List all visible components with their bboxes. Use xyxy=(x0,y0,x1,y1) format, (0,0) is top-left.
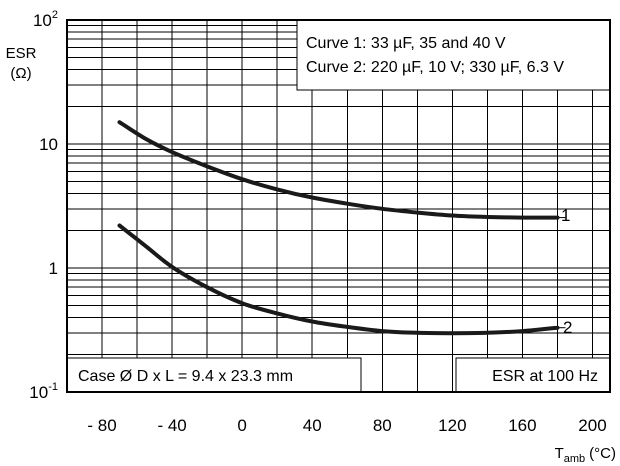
case-box-frame xyxy=(66,357,362,393)
x-tick-label: 0 xyxy=(237,416,246,435)
x-tick-label: 80 xyxy=(373,416,392,435)
y-axis-label: ESR xyxy=(6,45,37,62)
plot-frame xyxy=(66,19,611,393)
x-axis-label: Tamb (°C) xyxy=(555,445,616,465)
x-tick-label: 120 xyxy=(438,416,466,435)
legend-box-frame xyxy=(296,19,611,91)
series-1-line xyxy=(117,120,560,220)
legend-box: Curve 1: 33 µF, 35 and 40 V Curve 2: 220… xyxy=(296,19,611,91)
y-tick-base: 10 xyxy=(29,383,48,402)
case-dimension-note: Case Ø D x L = 9.4 x 23.3 mm xyxy=(78,368,293,385)
curves xyxy=(117,120,566,336)
y-tick-label: 10 xyxy=(39,135,58,154)
curve-2-label: 2 xyxy=(563,318,572,337)
x-tick-label: - 80 xyxy=(87,416,116,435)
y-tick-label: 102 xyxy=(33,9,58,30)
x-axis-label-main: T xyxy=(555,445,564,462)
y-tick-base: 10 xyxy=(33,11,52,30)
series-2-line xyxy=(117,223,560,336)
x-tick-label: 200 xyxy=(578,416,606,435)
x-tick-label: - 40 xyxy=(157,416,186,435)
y-tick-exponent: 2 xyxy=(52,9,58,21)
y-tick-label: 10-1 xyxy=(29,381,58,402)
x-tick-labels: - 80 - 40 0 40 80 120 160 200 xyxy=(87,416,606,435)
frequency-note: ESR at 100 Hz xyxy=(492,368,598,385)
y-axis-unit: (Ω) xyxy=(10,65,31,82)
x-tick-label: 160 xyxy=(508,416,536,435)
curve-1-label: 1 xyxy=(561,206,570,225)
legend-curve-1: Curve 1: 33 µF, 35 and 40 V xyxy=(306,35,506,52)
frequency-box-frame xyxy=(455,357,611,393)
y-tick-label: 1 xyxy=(49,259,58,278)
y-tick-exponent: -1 xyxy=(48,381,58,393)
x-axis-label-sub: amb xyxy=(564,453,585,465)
legend-curve-2: Curve 2: 220 µF, 10 V; 330 µF, 6.3 V xyxy=(306,59,564,76)
x-tick-label: 40 xyxy=(303,416,322,435)
x-axis-label-unit: (°C) xyxy=(589,445,616,462)
frequency-box: ESR at 100 Hz xyxy=(455,357,611,393)
case-dimension-box: Case Ø D x L = 9.4 x 23.3 mm xyxy=(66,357,362,393)
